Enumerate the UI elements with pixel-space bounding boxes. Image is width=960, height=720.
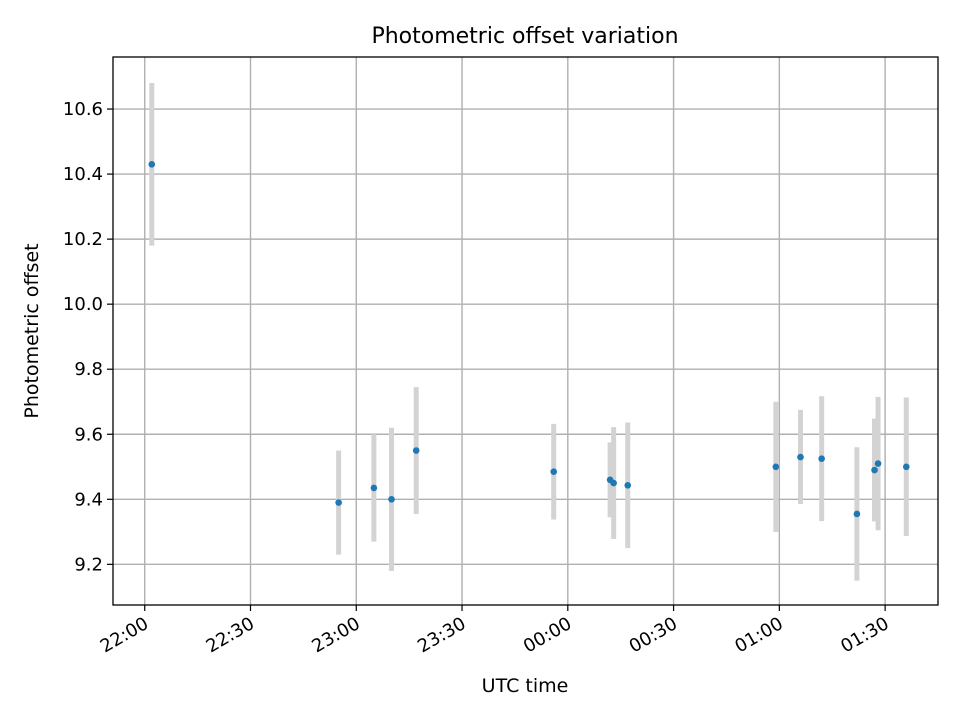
chart-title: Photometric offset variation bbox=[371, 24, 678, 49]
data-point bbox=[871, 466, 878, 474]
y-tick-label: 10.0 bbox=[63, 294, 103, 315]
data-point bbox=[624, 482, 632, 489]
y-tick-label: 10.6 bbox=[63, 99, 103, 120]
y-tick-label: 9.2 bbox=[74, 554, 103, 575]
data-point bbox=[797, 453, 804, 461]
data-point bbox=[772, 463, 780, 471]
y-tick-label: 10.2 bbox=[63, 229, 103, 250]
data-points bbox=[148, 161, 910, 518]
data-point bbox=[874, 460, 882, 467]
grid-lines bbox=[113, 57, 938, 605]
data-point bbox=[335, 499, 342, 506]
x-axis-label: UTC time bbox=[482, 675, 569, 697]
y-tick-label: 9.6 bbox=[74, 424, 103, 445]
y-tick-label: 9.4 bbox=[74, 489, 103, 510]
data-point bbox=[388, 496, 395, 503]
plot-frame bbox=[112, 56, 939, 606]
data-point bbox=[853, 510, 861, 518]
data-point bbox=[148, 161, 156, 168]
data-point bbox=[412, 447, 420, 454]
data-point bbox=[370, 484, 378, 492]
y-tick-label: 10.4 bbox=[63, 164, 103, 185]
y-tick-label: 9.8 bbox=[74, 359, 103, 380]
data-point bbox=[550, 468, 558, 475]
y-axis-ticks: 9.2 9.4 9.6 9.8 10.0 10.2 10.4 10.6 bbox=[63, 99, 113, 575]
y-axis-label: Photometric offset bbox=[21, 243, 43, 418]
data-point bbox=[610, 479, 617, 487]
data-point bbox=[818, 455, 825, 462]
data-point bbox=[902, 463, 910, 471]
